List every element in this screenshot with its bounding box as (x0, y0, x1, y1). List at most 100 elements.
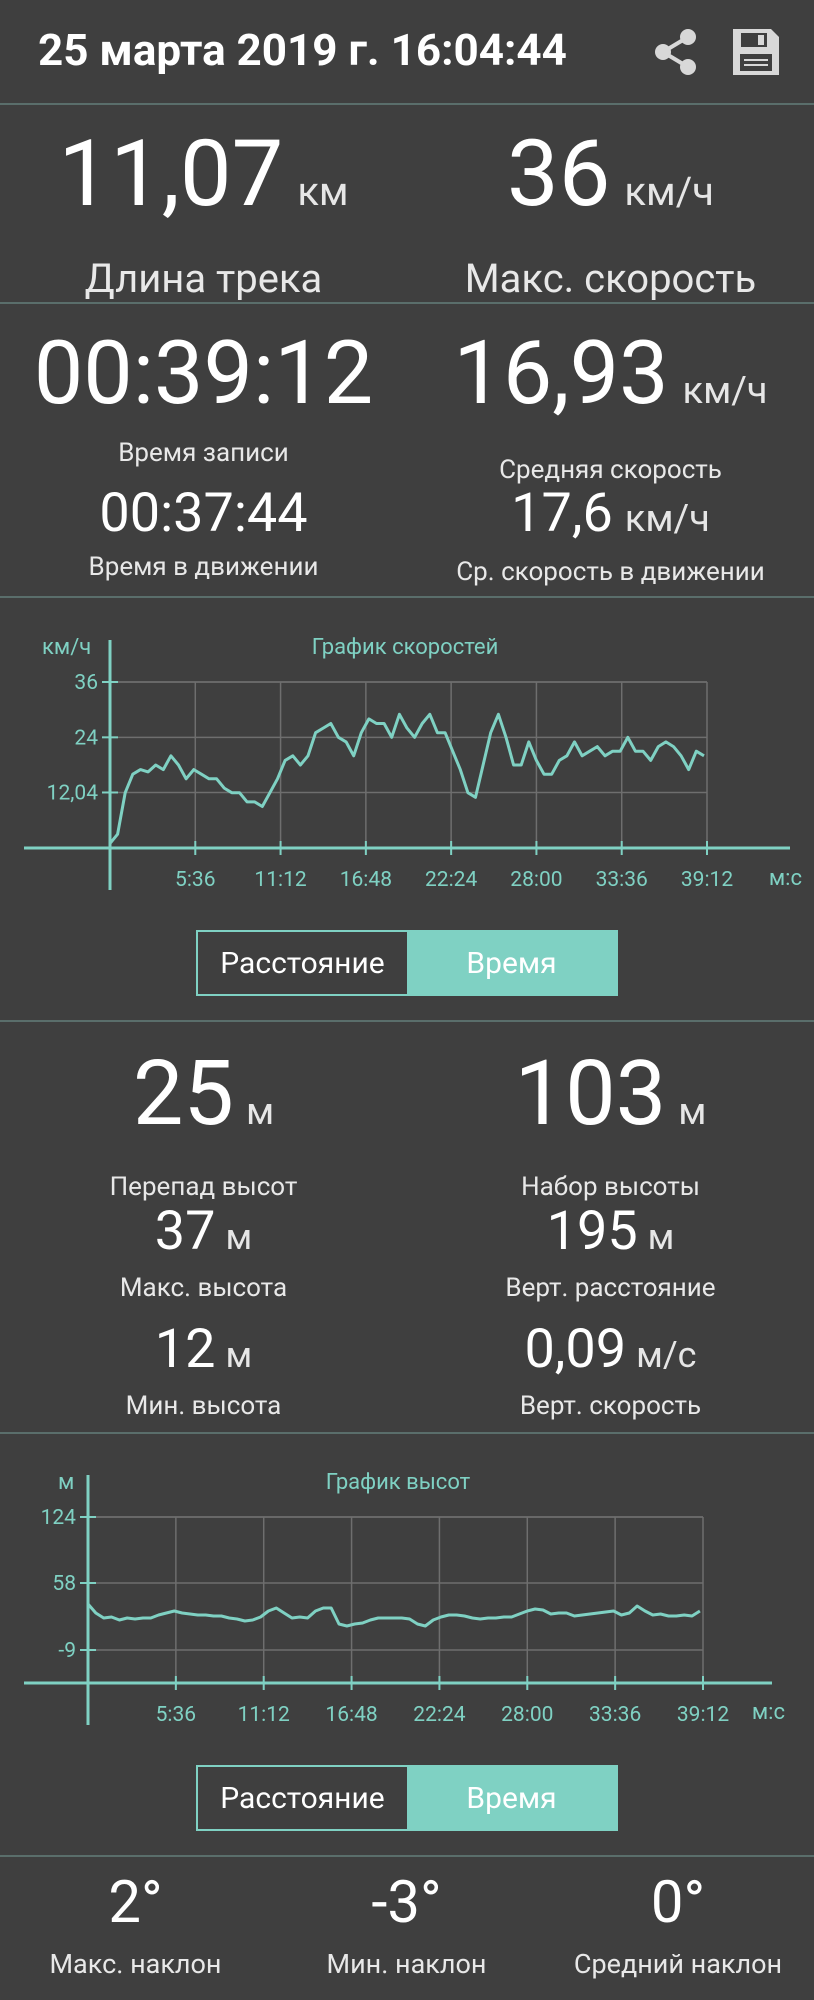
avg-slope-label: Средний наклон (573, 1948, 783, 1980)
min-altitude-value: 12 (154, 1318, 216, 1381)
moving-avg-speed-value: 17,6 (511, 482, 613, 545)
min-slope-stat: -3° Мин. наклон (271, 1868, 542, 1980)
page-title: 25 марта 2019 г. 16:04:44 (38, 24, 567, 76)
record-time-label: Время записи (118, 438, 289, 468)
record-time-stat: 00:39:12 Время записи (0, 322, 407, 468)
moving-time-stat: 00:37:44 Время в движении (0, 482, 407, 582)
header-bar: 25 марта 2019 г. 16:04:44 (0, 0, 814, 104)
speed-chart-marks: 12,04 24 36 5:36 11:12 16:48 22:24 28:00 33:36 39… (24, 640, 790, 892)
max-slope-label: Макс. наклон (49, 1948, 222, 1980)
x-tick-label: 22:24 (413, 1703, 465, 1727)
share-icon[interactable] (648, 24, 704, 80)
x-tick-label: 16:48 (340, 868, 392, 892)
vertical-distance-unit: м (647, 1216, 675, 1258)
time-toggle-button[interactable]: Время (407, 1767, 616, 1829)
vertical-distance-label: Верт. расстояние (505, 1273, 716, 1303)
save-icon-glyph (733, 29, 779, 75)
avg-slope-stat: 0° Средний наклон (542, 1868, 814, 1980)
avg-slope-value: 0° (650, 1869, 706, 1937)
x-tick-label: 39:12 (677, 1703, 729, 1727)
x-tick-label: 11:12 (238, 1703, 290, 1727)
y-tick-label: -9 (58, 1639, 76, 1663)
avg-speed-label: Средняя скорость (499, 455, 722, 485)
moving-time-value: 00:37:44 (99, 482, 308, 545)
distance-toggle-button[interactable]: Расстояние (198, 1767, 407, 1829)
elevation-chart-y-unit: м (58, 1470, 74, 1495)
moving-time-label: Время в движении (88, 552, 319, 582)
elevation-diff-unit: м (245, 1090, 275, 1134)
max-altitude-unit: м (225, 1216, 253, 1258)
min-slope-value: -3° (371, 1869, 442, 1937)
elevation-chart-svg: -9 58 124 5:36 11:12 16:48 22:24 28:00 33:36 39:1… (24, 1470, 785, 1727)
avg-speed-unit: км/ч (682, 369, 768, 413)
max-altitude-stat: 37 м Макс. высота (0, 1200, 407, 1303)
elevation-chart-axis-toggle[interactable]: Расстояние Время (196, 1765, 618, 1831)
elevation-chart: -9 58 124 5:36 11:12 16:48 22:24 28:00 33:36 39:1… (0, 1455, 814, 1745)
divider (0, 1855, 814, 1857)
min-altitude-unit: м (225, 1334, 253, 1376)
x-tick-label: 28:00 (501, 1703, 553, 1727)
vertical-distance-stat: 195 м Верт. расстояние (407, 1200, 814, 1303)
elevation-diff-label: Перепад высот (109, 1172, 298, 1202)
max-slope-stat: 2° Макс. наклон (0, 1868, 271, 1980)
time-toggle-button[interactable]: Время (407, 932, 616, 994)
elevation-chart-marks: -9 58 124 5:36 11:12 16:48 22:24 28:00 33:36 39:1… (24, 1475, 772, 1727)
max-altitude-value: 37 (154, 1200, 216, 1263)
divider (0, 103, 814, 105)
max-speed-label: Макс. скорость (464, 255, 757, 302)
y-tick-label: 58 (52, 1572, 76, 1596)
elevation-chart-grid (80, 1516, 704, 1690)
speed-chart-x-unit: м:с (769, 866, 802, 891)
x-tick-label: 39:12 (681, 868, 733, 892)
moving-avg-speed-stat: 17,6 км/ч Ср. скорость в движении (407, 482, 814, 587)
track-length-unit: км (297, 168, 349, 215)
speed-chart: 12,04 24 36 5:36 11:12 16:48 22:24 28:00 33:36 39… (0, 620, 814, 910)
max-slope-value: 2° (108, 1869, 163, 1937)
min-altitude-stat: 12 м Мин. высота (0, 1318, 407, 1421)
max-speed-value: 36 (507, 121, 611, 228)
track-length-stat: 11,07 км Длина трека (0, 120, 407, 302)
min-slope-label: Мин. наклон (326, 1948, 487, 1980)
elevation-gain-value: 103 (514, 1041, 667, 1146)
speed-chart-y-unit: км/ч (42, 635, 91, 660)
elevation-gain-unit: м (678, 1090, 707, 1134)
vertical-speed-value: 0,09 (524, 1318, 627, 1381)
speed-chart-title: График скоростей (312, 635, 499, 660)
track-length-label: Длина трека (84, 255, 323, 302)
share-icon-glyph (655, 29, 696, 75)
moving-avg-speed-unit: км/ч (624, 497, 710, 541)
vertical-speed-stat: 0,09 м/с Верт. скорость (407, 1318, 814, 1421)
elevation-diff-value: 25 (132, 1041, 234, 1146)
vertical-speed-unit: м/с (636, 1334, 697, 1376)
distance-toggle-button[interactable]: Расстояние (198, 932, 407, 994)
moving-avg-speed-label: Ср. скорость в движении (456, 557, 765, 587)
x-tick-label: 16:48 (325, 1703, 377, 1727)
y-tick-label: 124 (41, 1506, 77, 1530)
vertical-distance-value: 195 (546, 1200, 638, 1263)
elevation-chart-title: График высот (326, 1470, 471, 1495)
speed-chart-grid (102, 681, 708, 855)
x-tick-label: 28:00 (510, 868, 562, 892)
max-speed-stat: 36 км/ч Макс. скорость (407, 120, 814, 302)
x-tick-label: 22:24 (425, 868, 477, 892)
x-tick-label: 33:36 (589, 1703, 641, 1727)
avg-speed-stat: 16,93 км/ч Средняя скорость (407, 322, 814, 485)
y-tick-label: 24 (74, 726, 98, 750)
x-tick-label: 11:12 (254, 868, 306, 892)
x-tick-label: 5:36 (156, 1703, 197, 1727)
divider (0, 1020, 814, 1022)
divider (0, 1432, 814, 1434)
x-tick-label: 33:36 (596, 868, 648, 892)
speed-chart-axis-toggle[interactable]: Расстояние Время (196, 930, 618, 996)
data-series-line (108, 712, 705, 845)
data-series-line (86, 1603, 701, 1628)
y-tick-label: 36 (74, 671, 98, 695)
max-altitude-label: Макс. высота (119, 1273, 288, 1303)
max-speed-unit: км/ч (624, 168, 714, 215)
elevation-gain-label: Набор высоты (521, 1172, 700, 1202)
divider (0, 302, 814, 304)
y-tick-label: 12,04 (47, 781, 99, 805)
floppy-save-icon[interactable] (728, 24, 784, 80)
vertical-speed-label: Верт. скорость (519, 1391, 702, 1421)
